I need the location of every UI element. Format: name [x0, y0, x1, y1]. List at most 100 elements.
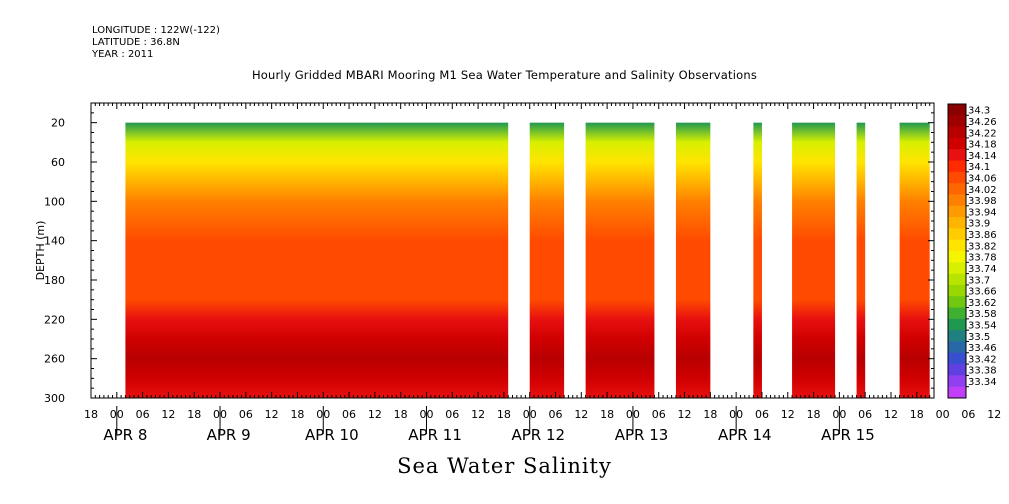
x-day-label: APR 15 [821, 426, 875, 444]
colorbar-bin [948, 352, 966, 365]
y-tick-label: 300 [44, 392, 65, 405]
colorbar-bin [948, 104, 966, 116]
x-hour-label: 12 [884, 408, 898, 421]
x-hour-label: 06 [136, 408, 150, 421]
colorbar-label: 33.54 [968, 321, 997, 332]
colorbar-label: 33.98 [968, 196, 997, 207]
colorbar-bin [948, 262, 966, 275]
data-segment [899, 122, 930, 399]
y-axis-label: DEPTH (m) [34, 221, 47, 281]
colorbar-label: 33.74 [968, 264, 997, 275]
y-tick-label: 140 [44, 235, 65, 248]
x-day-label: APR 13 [615, 426, 669, 444]
data-segment [529, 122, 565, 399]
x-day-label: APR 12 [512, 426, 566, 444]
x-hour-label: 12 [471, 408, 485, 421]
colorbar-label: 33.62 [968, 298, 997, 309]
x-hour-label: 18 [910, 408, 924, 421]
x-hour-label: 18 [84, 408, 98, 421]
data-segment [125, 122, 509, 399]
y-tick-label: 220 [44, 313, 65, 326]
colorbar-bin [948, 273, 966, 286]
colorbar-bin [948, 386, 966, 399]
y-tick-label: 60 [51, 156, 65, 169]
colorbar-label: 34.14 [968, 151, 997, 162]
colorbar-bin [948, 330, 966, 342]
colorbar-label: 33.66 [968, 287, 997, 298]
colorbar-bin [948, 126, 966, 139]
colorbar-bin [948, 251, 966, 263]
x-hour-label: 06 [961, 408, 975, 421]
x-hour-label: 12 [678, 408, 692, 421]
colorbar-bin [948, 239, 966, 252]
colorbar-label: 33.82 [968, 241, 997, 252]
x-hour-label: 18 [703, 408, 717, 421]
x-hour-label: 12 [987, 408, 1001, 421]
y-tick-label: 260 [44, 353, 65, 366]
colorbar-bin [948, 183, 966, 195]
colorbar-label: 33.94 [968, 207, 997, 218]
x-hour-label: 12 [368, 408, 382, 421]
x-hour-label: 00 [936, 408, 950, 421]
x-hour-label: 06 [755, 408, 769, 421]
colorbar-bin [948, 115, 966, 128]
colorbar-label: 33.7 [968, 275, 990, 286]
x-hour-label: 12 [265, 408, 279, 421]
colorbar-label: 33.9 [968, 219, 990, 230]
colorbar-label: 33.42 [968, 354, 997, 365]
colorbar-label: 33.78 [968, 253, 997, 264]
x-hour-label: 12 [574, 408, 588, 421]
colorbar-bin [948, 149, 966, 162]
colorbar-label: 33.34 [968, 377, 997, 388]
colorbar-bin [948, 375, 966, 388]
colorbar-label: 34.1 [968, 162, 990, 173]
colorbar-label: 33.46 [968, 343, 997, 354]
colorbar-bin [948, 137, 966, 150]
latitude-label: LATITUDE : 36.8N [92, 37, 180, 48]
colorbar-label: 34.06 [968, 174, 997, 185]
x-hour-label: 18 [187, 408, 201, 421]
colorbar-bin [948, 228, 966, 241]
colorbar-bin [948, 194, 966, 207]
x-hour-label: 06 [652, 408, 666, 421]
y-tick-label: 180 [44, 274, 65, 287]
colorbar-bin [948, 318, 966, 331]
colorbar-label: 33.5 [968, 332, 990, 343]
colorbar-bin [948, 307, 966, 320]
chart-title: Hourly Gridded MBARI Mooring M1 Sea Wate… [251, 68, 758, 82]
data-segment [753, 122, 762, 399]
x-day-label: APR 9 [207, 426, 251, 444]
colorbar-label: 34.18 [968, 140, 997, 151]
data-segment [792, 122, 836, 399]
x-hour-label: 06 [549, 408, 563, 421]
colorbar-bin [948, 217, 966, 229]
colorbar-bin [948, 341, 966, 354]
y-tick-label: 100 [44, 195, 65, 208]
x-hour-label: 06 [342, 408, 356, 421]
x-hour-label: 18 [807, 408, 821, 421]
x-day-label: APR 8 [103, 426, 147, 444]
data-segment [856, 122, 866, 399]
data-segment [585, 122, 655, 399]
x-hour-label: 06 [858, 408, 872, 421]
longitude-label: LONGITUDE : 122W(-122) [92, 25, 220, 36]
x-hour-label: 06 [239, 408, 253, 421]
colorbar-label: 33.86 [968, 230, 997, 241]
x-hour-label: 06 [445, 408, 459, 421]
colorbar-bin [948, 284, 966, 297]
y-tick-label: 20 [51, 117, 65, 130]
colorbar-label: 34.22 [968, 128, 997, 139]
colorbar-label: 33.38 [968, 366, 997, 377]
x-day-label: APR 14 [718, 426, 772, 444]
x-hour-label: 18 [600, 408, 614, 421]
colorbar-label: 34.3 [968, 106, 990, 117]
colorbar-bin [948, 171, 966, 184]
colorbar-bin [948, 160, 966, 173]
year-label: YEAR : 2011 [92, 49, 154, 60]
x-hour-label: 18 [497, 408, 511, 421]
x-hour-label: 18 [290, 408, 304, 421]
colorbar-label: 33.58 [968, 309, 997, 320]
colorbar-bin [948, 205, 966, 218]
x-day-label: APR 10 [305, 426, 359, 444]
